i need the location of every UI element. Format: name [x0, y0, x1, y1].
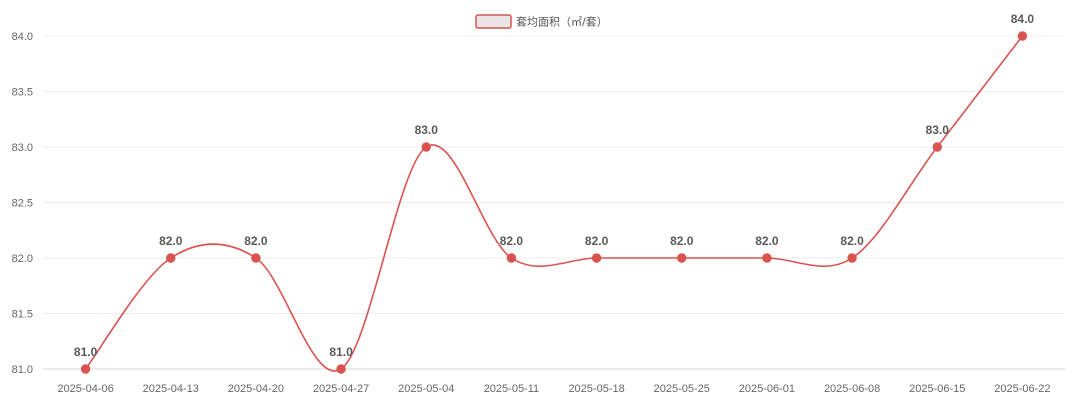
data-point[interactable]: [80, 364, 91, 374]
data-point[interactable]: [847, 253, 857, 263]
data-label: 81.0: [329, 345, 353, 359]
data-label: 83.0: [926, 123, 950, 137]
x-tick-label: 2025-06-08: [824, 383, 880, 395]
data-point[interactable]: [1017, 31, 1028, 41]
data-label: 82.0: [840, 234, 864, 248]
x-tick-label: 2025-05-18: [568, 383, 624, 395]
data-point[interactable]: [251, 253, 261, 263]
y-tick-label: 81.5: [12, 309, 33, 321]
data-label: 82.0: [244, 234, 268, 248]
data-point[interactable]: [421, 142, 431, 152]
x-tick-label: 2025-04-20: [228, 383, 284, 395]
data-point[interactable]: [591, 253, 602, 263]
x-tick-label: 2025-06-01: [739, 383, 795, 395]
y-tick-label: 82.5: [12, 198, 33, 210]
x-tick-label: 2025-05-04: [398, 383, 454, 395]
series-area: [80, 31, 1028, 374]
data-label: 82.0: [585, 234, 609, 248]
y-tick-label: 84.0: [12, 31, 33, 43]
legend[interactable]: 套均面积（㎡/套）: [475, 14, 608, 29]
data-label: 83.0: [415, 123, 439, 137]
x-tick-label: 2025-04-27: [313, 383, 369, 395]
data-label: 82.0: [670, 234, 694, 248]
legend-swatch[interactable]: [475, 14, 512, 29]
data-label: 84.0: [1011, 12, 1035, 26]
gridlines: [43, 35, 1065, 370]
data-point[interactable]: [677, 253, 687, 263]
data-label: 82.0: [755, 234, 779, 248]
data-point[interactable]: [506, 253, 517, 263]
legend-label[interactable]: 套均面积（㎡/套）: [516, 16, 608, 29]
data-point[interactable]: [166, 253, 176, 263]
data-label: 81.0: [74, 345, 98, 359]
y-tick-label: 83.0: [12, 142, 33, 154]
data-point[interactable]: [932, 142, 942, 152]
x-tick-label: 2025-06-22: [994, 383, 1050, 395]
x-tick-label: 2025-04-06: [57, 383, 113, 395]
y-tick-label: 81.0: [12, 364, 33, 376]
data-point[interactable]: [762, 253, 772, 263]
axes: 81.0 81.5 82.0 82.5 83.0 83.5 84.0 2025-04-06 20…: [12, 31, 1065, 395]
series-line: [84, 35, 1024, 372]
data-label: 82.0: [159, 234, 183, 248]
y-tick-label: 82.0: [12, 253, 33, 265]
data-point[interactable]: [336, 364, 346, 374]
x-tick-label: 2025-06-15: [909, 383, 965, 395]
data-label: 82.0: [500, 234, 524, 248]
x-tick-label: 2025-05-25: [654, 383, 710, 395]
data-labels: 81.0 82.0 82.0 81.0 83.0 82.0 82.0 82.0 82.0 82.0…: [74, 12, 1035, 359]
x-tick-label: 2025-05-11: [484, 383, 539, 395]
y-tick-label: 83.5: [12, 87, 33, 99]
x-tick-label: 2025-04-13: [143, 383, 199, 395]
